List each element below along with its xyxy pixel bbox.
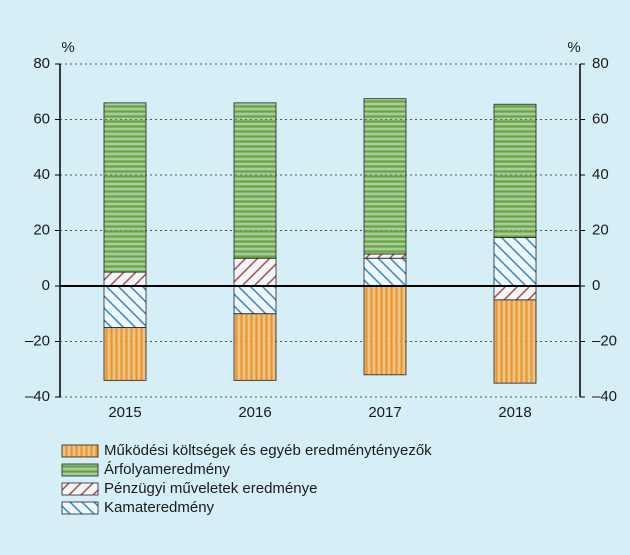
bar-segment xyxy=(493,299,537,384)
y-unit: % xyxy=(61,39,74,56)
bar-segment xyxy=(233,257,277,287)
y2-unit: % xyxy=(567,39,580,56)
y2-tick-label: 20 xyxy=(592,221,609,238)
legend-swatch xyxy=(61,501,99,515)
y-tick-label: –20 xyxy=(25,332,50,349)
bar-segment xyxy=(103,285,147,329)
y2-tick-label: 80 xyxy=(592,55,609,72)
legend-swatch xyxy=(61,482,99,496)
bar-segment xyxy=(233,285,277,315)
y2-tick-label: –40 xyxy=(592,388,617,405)
y-tick-label: 60 xyxy=(33,110,50,127)
y2-tick-label: 60 xyxy=(592,110,609,127)
y2-tick-label: 40 xyxy=(592,166,609,183)
bar-segment xyxy=(363,257,407,287)
bar-segment xyxy=(103,327,147,381)
legend-label: Működési költségek és egyéb eredménytény… xyxy=(104,442,432,459)
legend-swatch xyxy=(61,444,99,458)
bar-segment xyxy=(103,271,147,287)
y-tick-label: 0 xyxy=(42,277,50,294)
bar-segment xyxy=(493,285,537,301)
bar-segment xyxy=(493,103,537,238)
x-tick-label: 2015 xyxy=(108,404,141,421)
bar-segment xyxy=(363,253,407,259)
y2-tick-label: 0 xyxy=(592,277,600,294)
legend-swatch xyxy=(61,463,99,477)
bar-segment xyxy=(493,237,537,287)
y2-tick-label: –20 xyxy=(592,332,617,349)
x-tick-label: 2017 xyxy=(368,404,401,421)
y-tick-label: 40 xyxy=(33,166,50,183)
y-tick-label: 20 xyxy=(33,221,50,238)
bar-segment xyxy=(233,313,277,381)
x-tick-label: 2016 xyxy=(238,404,271,421)
bar-segment xyxy=(233,102,277,259)
legend-label: Pénzügyi műveletek eredménye xyxy=(104,480,317,497)
bar-segment xyxy=(363,285,407,376)
bar-segment xyxy=(363,98,407,255)
legend-label: Árfolyameredmény xyxy=(104,461,230,478)
legend-label: Kamateredmény xyxy=(104,499,215,516)
y-tick-label: –40 xyxy=(25,388,50,405)
bar-segment xyxy=(103,102,147,273)
y-tick-label: 80 xyxy=(33,55,50,72)
x-tick-label: 2018 xyxy=(498,404,531,421)
